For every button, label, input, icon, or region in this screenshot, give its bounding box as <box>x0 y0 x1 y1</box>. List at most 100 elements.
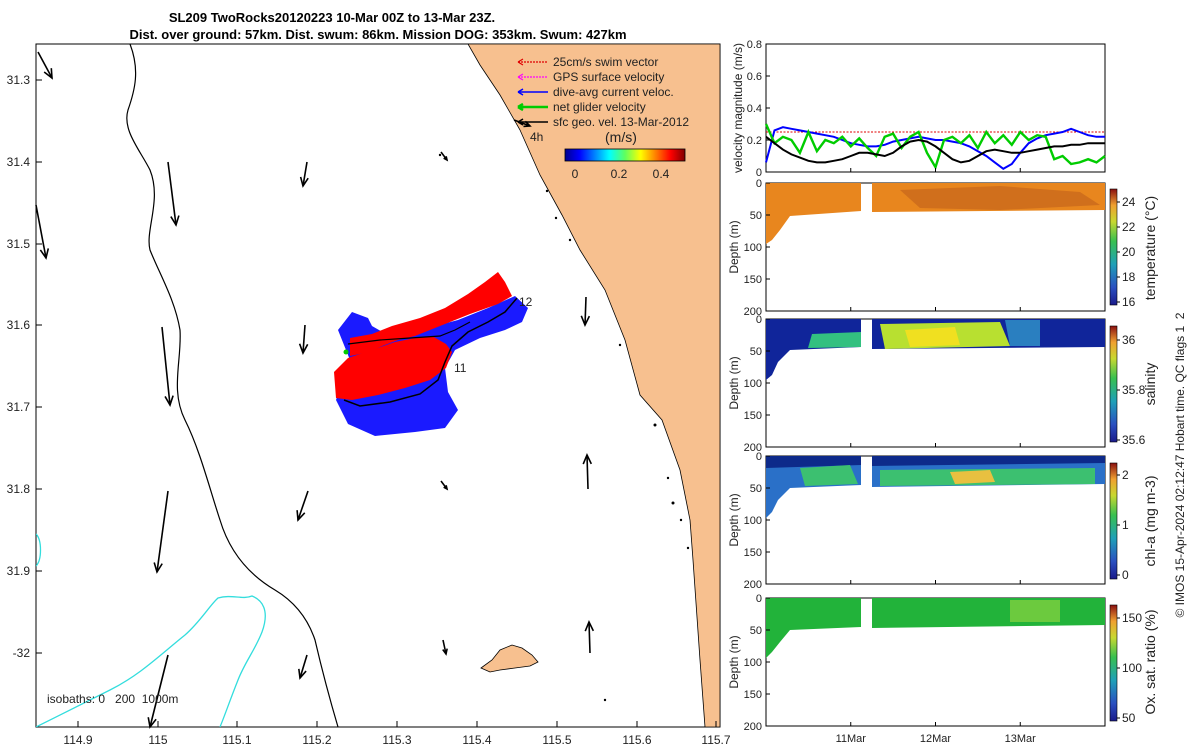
depth-tick-label: 150 <box>744 547 762 559</box>
sfc-geo-arrow <box>440 480 449 491</box>
sfc-geo-arrow <box>299 161 309 188</box>
lat-tick-label: 31.3 <box>7 73 31 87</box>
depth-tick-label: 150 <box>744 410 762 422</box>
cbar-tick-label: 150 <box>1122 611 1142 625</box>
lon-tick-label: 115.4 <box>462 733 491 747</box>
swim-vector-area <box>350 272 512 356</box>
y-tick-label: 0.8 <box>747 39 762 51</box>
velocity-panel: 0 0.2 0.4 0.6 0.8 velocity magnitude (m/s) <box>731 39 1106 179</box>
chl-mid <box>800 465 1095 486</box>
date-tick-label: 12Mar <box>920 733 952 745</box>
oxygen-cbar-label: Ox. sat. ratio (%) <box>1142 609 1158 714</box>
map-legend: 25cm/s swim vector GPS surface velocity … <box>517 55 689 181</box>
depth-tick-label: 200 <box>744 721 762 733</box>
series-line <box>764 123 1106 171</box>
lat-tick-label: 31.5 <box>7 237 31 251</box>
legend-label-sfc-geo: sfc geo. vel. 13-Mar-2012 <box>553 115 689 129</box>
cbar-tick-label: 18 <box>1122 270 1136 284</box>
chl-colorbar <box>1109 462 1118 580</box>
depth-tick-label: 50 <box>750 210 762 222</box>
depth-tick-label: 0 <box>756 178 762 190</box>
lat-tick-label: 31.4 <box>7 155 31 169</box>
velocity-axes: 0 0.2 0.4 0.6 0.8 <box>747 39 1021 179</box>
temperature-axes: 0 50 100 150 200 Depth (m) 16 18 20 22 24 <box>727 178 1136 318</box>
oxygen-high <box>1010 600 1060 622</box>
depth-tick-label: 50 <box>750 625 762 637</box>
lat-tick-label: 31.9 <box>7 564 31 578</box>
net-track-line <box>343 297 518 407</box>
date-tick-label: 13Mar <box>1005 733 1037 745</box>
salinity-cbar-label: salinity <box>1142 363 1158 406</box>
y-tick-label: 0.2 <box>747 135 762 147</box>
oxygen-field <box>766 598 861 658</box>
sfc-geo-arrow <box>153 490 169 574</box>
legend-label-net-glider: net glider velocity <box>553 100 646 114</box>
lat-tick-label: 31.6 <box>7 318 31 332</box>
land-area <box>467 44 720 727</box>
lon-tick-label: 115.6 <box>622 733 651 747</box>
sfc-geo-arrow <box>298 654 308 680</box>
net-track-line-upper <box>347 321 471 345</box>
oxygen-colorbar <box>1109 604 1118 722</box>
lon-tick-label: 115.2 <box>302 733 331 747</box>
depth-axis-label: Depth (m) <box>727 220 741 273</box>
sfc-geo-arrow <box>442 639 448 656</box>
series-line <box>765 136 1105 164</box>
sfc-geo-arrow <box>35 204 50 260</box>
chl-top <box>766 456 1105 468</box>
temperature-cbar-label: temperature (°C) <box>1142 196 1158 300</box>
chl-max <box>950 470 995 484</box>
island <box>480 644 539 673</box>
cbar-tick-label: 1 <box>1122 518 1129 532</box>
track-label-12: 12 <box>519 295 533 309</box>
lat-tick-label: -32 <box>13 646 31 660</box>
series-line <box>765 126 1105 170</box>
depth-tick-label: 150 <box>744 689 762 701</box>
colorbar-unit: (m/s) <box>605 129 637 145</box>
sfc-geo-velocity-arrows <box>35 51 595 729</box>
lat-axis: 31.3 31.4 31.5 31.6 31.7 31.8 31.9 -32 <box>7 73 42 660</box>
cbar-tick-label: 2 <box>1122 468 1129 482</box>
sfc-geo-arrow <box>298 324 309 355</box>
oxygen-field-2 <box>872 598 1105 628</box>
depth-tick-label: 100 <box>744 515 762 527</box>
sfc-geo-arrow <box>147 654 169 729</box>
lon-tick-label: 115.1 <box>222 733 251 747</box>
title-line2: Dist. over ground: 57km. Dist. swum: 86k… <box>129 27 626 42</box>
velocity-frame <box>765 43 1106 173</box>
temperature-panel: 0 50 100 150 200 Depth (m) 16 18 20 22 24 <box>727 178 1136 318</box>
scale-label: 4h <box>530 130 543 144</box>
imos-side-note: © IMOS 15-Apr-2024 02:12:47 Hobart time.… <box>1173 312 1187 617</box>
depth-tick-label: 200 <box>744 442 762 454</box>
depth-tick-label: 0 <box>756 314 762 326</box>
depth-tick-label: 200 <box>744 579 762 591</box>
temperature-field <box>766 183 861 244</box>
cbar-tick-label: 100 <box>1122 661 1142 675</box>
cbar-tick-label: 22 <box>1122 220 1136 234</box>
isobath-1000m <box>36 595 266 727</box>
legend-item-sfc-geo: sfc geo. vel. 13-Mar-2012 <box>517 115 689 129</box>
sfc-geo-arrow <box>161 326 174 407</box>
legend-item-gps-surface: GPS surface velocity <box>517 70 664 84</box>
cbar-tick-label: 36 <box>1122 333 1136 347</box>
isobaths-note: isobaths: 0 200 1000m <box>47 692 178 706</box>
track-start-marker <box>343 349 349 355</box>
depth-axis-label: Depth (m) <box>727 493 741 546</box>
legend-label-dive-avg-current: dive-avg current veloc. <box>553 85 674 99</box>
depth-axis-label: Depth (m) <box>727 635 741 688</box>
sfc-geo-arrow <box>582 453 593 490</box>
lat-tick-label: 31.8 <box>7 482 31 496</box>
velocity-lines <box>764 123 1106 171</box>
title-line1: SL209 TwoRocks20120223 10-Mar 00Z to 13-… <box>169 10 495 25</box>
oxygen-panel: 0 50 100 150 200 Depth (m) 50 100 150 11Mar 12Mar 1… <box>727 593 1142 745</box>
legend-item-swim-vector: 25cm/s swim vector <box>517 55 658 69</box>
legend-label-swim-vector: 25cm/s swim vector <box>553 55 658 69</box>
glider-track: 12 11 <box>334 272 533 436</box>
lon-tick-label: 115.3 <box>382 733 411 747</box>
chl-axes: 0 50 100 150 200 Depth (m) 0 1 2 <box>727 451 1129 591</box>
y-tick-label: 0.6 <box>747 71 762 83</box>
sfc-geo-arrow <box>584 620 595 654</box>
lon-tick-label: 115.7 <box>701 733 730 747</box>
legend-item-dive-avg-current: dive-avg current veloc. <box>517 85 674 99</box>
